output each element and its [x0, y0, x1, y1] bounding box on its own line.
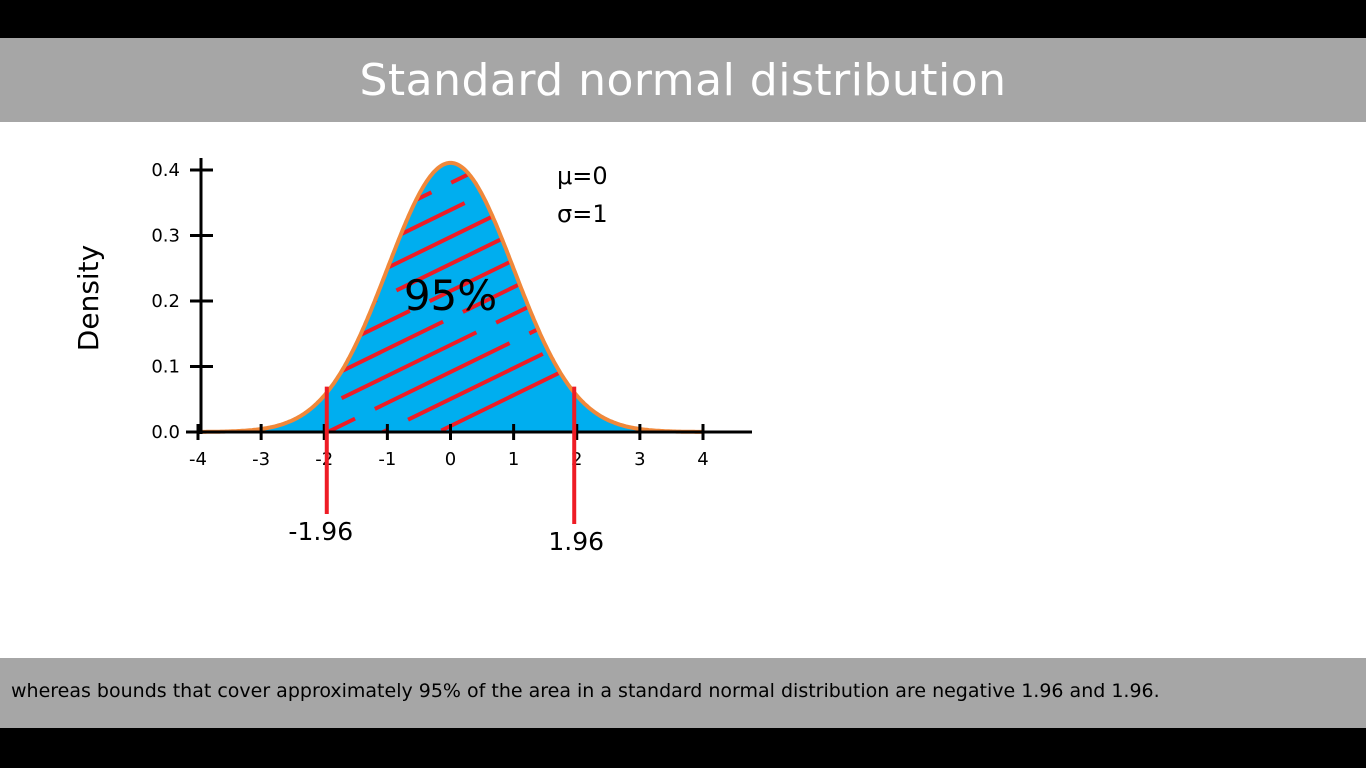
caption-text: whereas bounds that cover approximately …	[11, 680, 1160, 702]
x-tick-label: -1	[378, 449, 396, 470]
x-tick-label: 2	[571, 449, 582, 470]
density-curve	[198, 160, 703, 434]
slide-title: Standard normal distribution	[359, 54, 1007, 106]
x-tick-label: -3	[252, 449, 270, 470]
x-tick-label: 1	[508, 449, 519, 470]
critical-value-label: 1.96	[548, 527, 604, 556]
x-tick-label: 4	[697, 449, 708, 470]
y-tick-label: 0.4	[151, 160, 180, 181]
x-tick-label: 3	[634, 449, 645, 470]
density-area-fill	[198, 162, 703, 432]
y-axis-label: Density	[72, 245, 105, 351]
y-tick-label: 0.3	[151, 226, 180, 247]
hatch-line	[326, 317, 575, 433]
critical-value-label: -1.96	[288, 517, 353, 546]
title-bar: Standard normal distribution	[0, 38, 1366, 122]
x-tick-label: -2	[315, 449, 333, 470]
x-tick-label: 0	[445, 449, 456, 470]
x-tick-label: -4	[189, 449, 207, 470]
y-tick-label: 0.1	[151, 357, 180, 378]
slide-content: -4 -3 -2 -1 0 1 2 3 4 0.0 0.1 0.2 0.3 0.4 Density 95% μ=…	[0, 122, 1366, 658]
param-label: σ=1	[557, 200, 608, 228]
caption-bar: whereas bounds that cover approximately …	[0, 658, 1366, 728]
y-tick-label: 0.0	[151, 422, 180, 443]
normal-distribution-chart: -4 -3 -2 -1 0 1 2 3 4 0.0 0.1 0.2 0.3 0.4 Density 95% μ=…	[72, 158, 752, 556]
region-percent-label: 95%	[404, 271, 497, 320]
y-tick-label: 0.2	[151, 291, 180, 312]
param-label: μ=0	[557, 162, 608, 190]
